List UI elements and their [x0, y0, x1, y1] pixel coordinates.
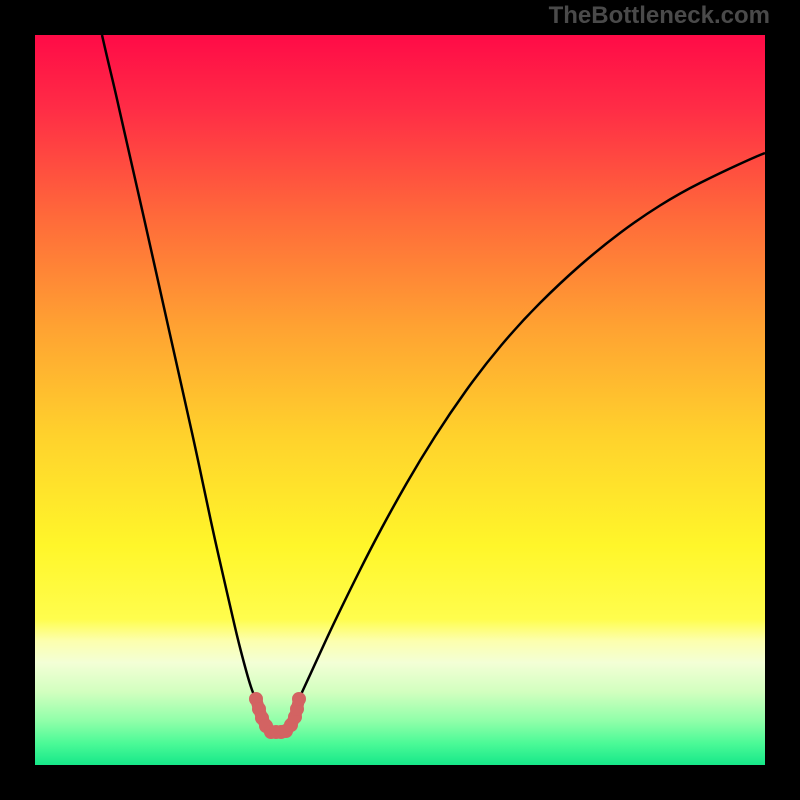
watermark-text: TheBottleneck.com — [549, 2, 770, 30]
plot-area — [35, 35, 765, 765]
gradient-background — [35, 35, 765, 765]
chart-container: TheBottleneck.com — [0, 0, 800, 800]
